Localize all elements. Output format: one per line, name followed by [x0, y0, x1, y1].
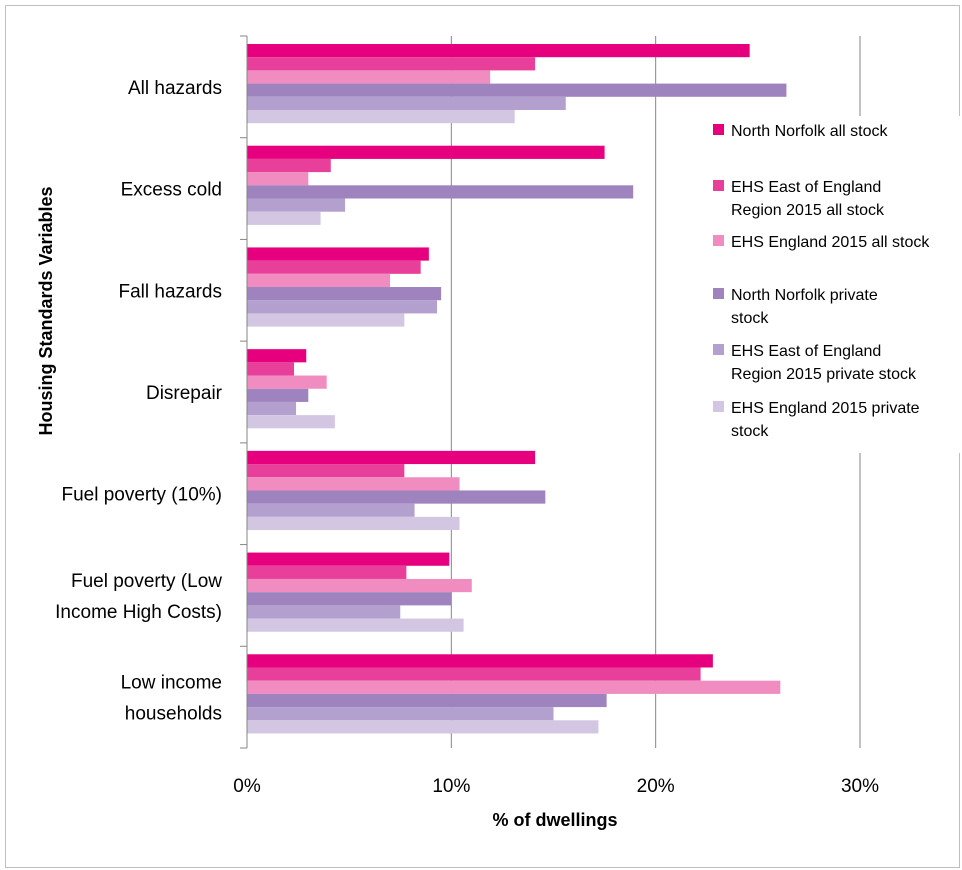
bar [247, 490, 546, 504]
bar [247, 464, 405, 478]
bar [247, 96, 566, 110]
bar [247, 401, 297, 416]
bar [247, 260, 421, 274]
category-label: Low income households [121, 673, 222, 725]
legend-entry: EHS East of England Region 2015 all stock [731, 179, 885, 219]
bar [247, 552, 450, 566]
legend-swatch [713, 180, 724, 191]
bar [247, 565, 407, 579]
legend-swatch [713, 401, 724, 412]
legend-entry: EHS East of England Region 2015 private s… [731, 343, 917, 383]
bar [247, 693, 607, 708]
category-label: Disrepair [146, 383, 223, 404]
bar [247, 44, 750, 58]
bars [247, 44, 787, 734]
legend-entry: EHS England 2015 private stock [731, 400, 920, 440]
y-axis-title: Housing Standards Variables [36, 186, 56, 435]
bar [247, 185, 634, 199]
legend-background [706, 116, 962, 453]
bar [247, 211, 321, 225]
category-label: Excess cold [121, 180, 222, 201]
bar [247, 578, 472, 593]
bar [247, 516, 460, 531]
bar [247, 198, 346, 212]
category-labels: All hazards Excess cold Fall hazards Disrep… [55, 78, 223, 725]
bar [247, 110, 515, 124]
bar [247, 667, 701, 681]
bar [247, 158, 331, 173]
bar [247, 313, 405, 327]
bar [247, 707, 554, 721]
bar [247, 70, 491, 84]
bar [247, 287, 442, 301]
bar [247, 618, 464, 632]
category-label: Fuel poverty (Low Income High Costs) [55, 571, 222, 623]
x-tick-label: 20% [637, 776, 675, 797]
category-label: Fall hazards [119, 281, 223, 302]
bar [247, 605, 401, 619]
bar [247, 592, 452, 606]
legend-entry: EHS England 2015 all stock [731, 234, 930, 251]
bar [247, 450, 536, 465]
bar [247, 388, 309, 402]
x-tick-labels: 0% 10% 20% 30% [233, 776, 879, 797]
bar [247, 349, 307, 363]
bar [247, 477, 460, 491]
x-tick-label: 0% [233, 776, 261, 797]
legend-entry: North Norfolk private stock [731, 287, 878, 327]
legend-swatch [713, 235, 724, 246]
category-label: Fuel poverty (10%) [61, 485, 222, 506]
category-label: All hazards [128, 78, 222, 99]
bar [247, 362, 294, 376]
legend-swatch [713, 288, 724, 299]
bar [247, 83, 787, 97]
x-tick-label: 30% [841, 776, 879, 797]
bar [247, 273, 391, 288]
bar [247, 247, 429, 261]
legend-swatch [713, 124, 724, 135]
bar [247, 172, 309, 186]
bar [247, 654, 713, 668]
bar [247, 720, 599, 734]
legend-swatch [713, 344, 724, 355]
bar [247, 503, 415, 517]
bar [247, 57, 536, 71]
x-axis-title: % of dwellings [492, 810, 617, 830]
bar [247, 680, 781, 694]
bar [247, 300, 438, 314]
bar [247, 415, 335, 429]
legend-entry: North Norfolk all stock [731, 123, 888, 140]
y-axis [240, 35, 248, 749]
bar [247, 145, 605, 159]
bar [247, 375, 327, 389]
legend: North Norfolk all stock EHS East of Engla… [706, 116, 962, 453]
x-tick-label: 10% [432, 776, 470, 797]
